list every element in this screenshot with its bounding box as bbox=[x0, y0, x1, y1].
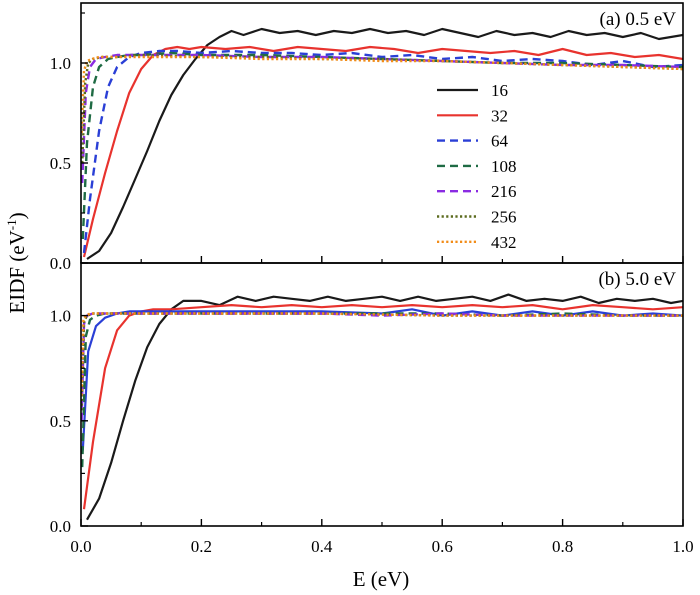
series-line-432 bbox=[81, 312, 683, 396]
series-lines-panel-a bbox=[81, 27, 683, 260]
series-line-64 bbox=[81, 308, 683, 451]
x-tick-label: 0.0 bbox=[70, 537, 91, 556]
series-line-216 bbox=[81, 53, 683, 184]
legend-label: 64 bbox=[491, 132, 509, 151]
y-tick-label: 1.0 bbox=[50, 54, 71, 73]
x-tick-label: 0.8 bbox=[552, 537, 573, 556]
x-axis-ticks: 0.0 0.2 0.4 0.6 0.8 1.0 bbox=[70, 537, 693, 556]
x-tick-label: 0.6 bbox=[432, 537, 453, 556]
series-line-108 bbox=[81, 312, 683, 468]
plot-frame bbox=[80, 262, 684, 527]
series-line-256 bbox=[81, 53, 683, 164]
legend-label: 256 bbox=[491, 208, 517, 227]
panel-b: 0.0 0.5 1.0 (b) 5.0 eV bbox=[50, 262, 684, 536]
series-line-256 bbox=[81, 312, 683, 411]
series-line-16 bbox=[86, 27, 683, 260]
y-axis-title-superscript: -1 bbox=[4, 219, 19, 230]
x-tick-label: 0.2 bbox=[191, 537, 212, 556]
x-tick-label: 1.0 bbox=[672, 537, 693, 556]
y-tick-label: 1.0 bbox=[50, 307, 71, 326]
series-line-216 bbox=[81, 312, 683, 421]
plot-frame bbox=[80, 2, 684, 264]
series-line-32 bbox=[82, 45, 683, 258]
y-tick-label: 0.5 bbox=[50, 154, 71, 173]
series-lines-panel-b bbox=[81, 293, 683, 521]
legend-label: 16 bbox=[491, 81, 508, 100]
y-tick-label: 0.0 bbox=[50, 254, 71, 273]
panel-label: (b) 5.0 eV bbox=[598, 269, 676, 290]
x-tick-label: 0.4 bbox=[311, 537, 333, 556]
legend-item: 108 bbox=[437, 157, 517, 176]
y-axis-title-main: EIDF (eV bbox=[5, 230, 29, 313]
legend-item: 32 bbox=[437, 106, 508, 125]
y-axis-title: EIDF (eV-1) bbox=[4, 212, 29, 313]
legend-item: 64 bbox=[437, 132, 509, 151]
y-tick-label: 0.5 bbox=[50, 412, 71, 431]
series-line-16 bbox=[86, 293, 683, 521]
x-axis-title: E (eV) bbox=[353, 567, 410, 591]
legend-label: 108 bbox=[491, 157, 517, 176]
series-line-432 bbox=[81, 55, 683, 134]
series-line-32 bbox=[82, 304, 683, 510]
legend-label: 32 bbox=[491, 106, 508, 125]
legend-item: 16 bbox=[437, 81, 508, 100]
panel-a: 0.0 0.5 1.0 (a) 0.5 eV bbox=[50, 2, 684, 273]
y-tick-label: 0.0 bbox=[50, 517, 71, 536]
legend-label: 432 bbox=[491, 233, 517, 252]
y-axis-title-close: ) bbox=[5, 212, 29, 219]
legend-item: 432 bbox=[437, 233, 517, 252]
series-line-108 bbox=[81, 51, 683, 240]
legend-item: 216 bbox=[437, 182, 517, 201]
legend-label: 216 bbox=[491, 182, 517, 201]
legend-item: 256 bbox=[437, 208, 517, 227]
legend: 16 32 64 108 216 256 432 bbox=[437, 81, 517, 252]
panel-label: (a) 0.5 eV bbox=[600, 9, 677, 30]
series-line-64 bbox=[82, 49, 683, 254]
